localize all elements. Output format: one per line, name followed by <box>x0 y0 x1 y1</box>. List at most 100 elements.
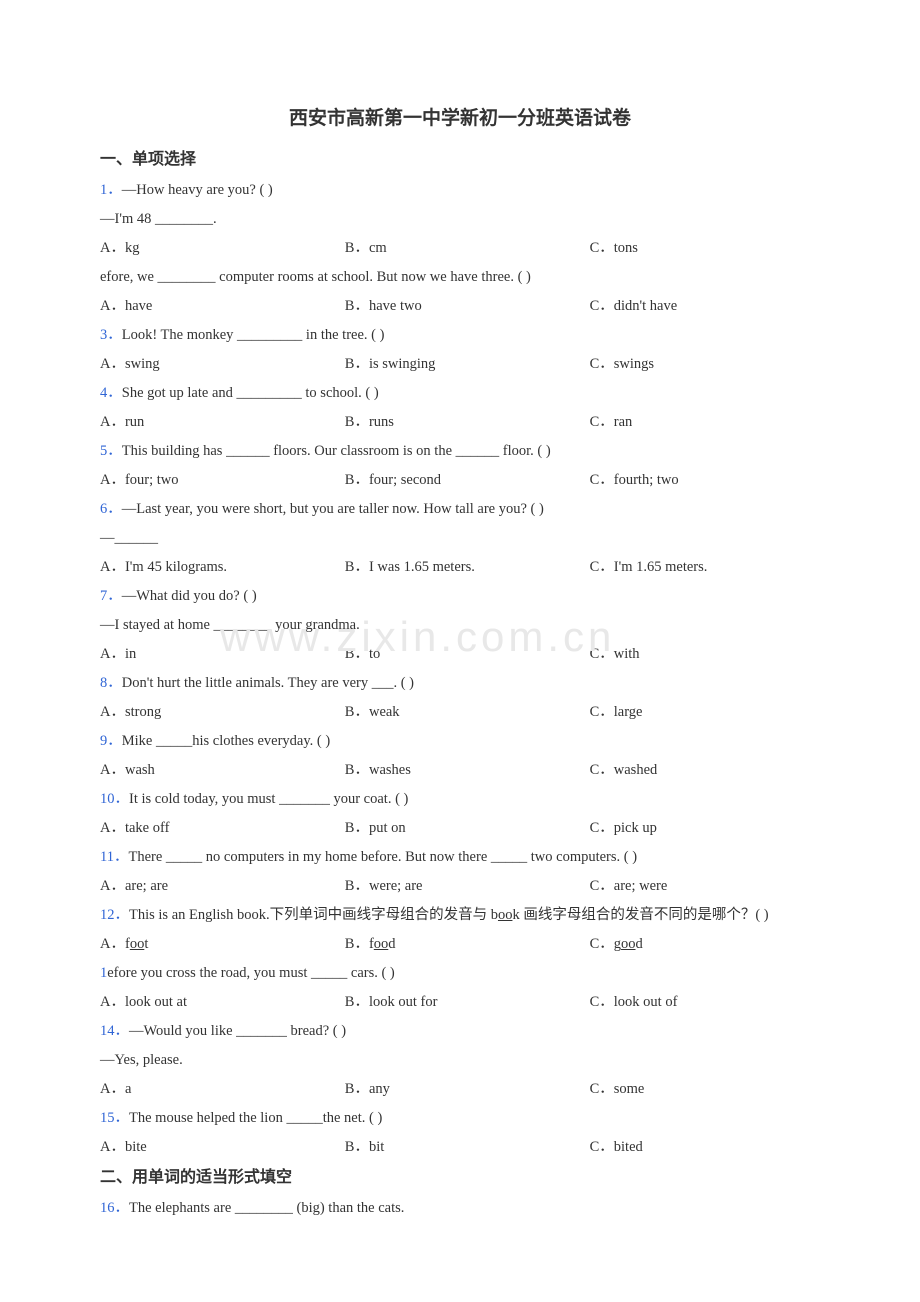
q3-options: A．swing B．is swinging C．swings <box>100 350 820 379</box>
q11-opt-c: C．are; were <box>590 872 820 901</box>
q16-line: 16．The elephants are ________ (big) than… <box>100 1194 820 1223</box>
q5-opt-c: C．fourth; two <box>590 466 820 495</box>
q3-opt-b: B．is swinging <box>345 350 590 379</box>
q2-opt-c: C．didn't have <box>590 292 820 321</box>
q4-opt-c: C．ran <box>590 408 820 437</box>
q8-text: Don't hurt the little animals. They are … <box>122 675 414 691</box>
q6-opt-c: C．I'm 1.65 meters. <box>590 553 820 582</box>
q9-opt-b: B．washes <box>345 756 590 785</box>
q15-opt-b: B．bit <box>345 1133 590 1162</box>
q8-opt-b: B．weak <box>345 698 590 727</box>
q11-opt-a: A．are; are <box>100 872 345 901</box>
q3-opt-c: C．swings <box>590 350 820 379</box>
q10-opt-a: A．take off <box>100 814 345 843</box>
q7-line2: —I stayed at home ________ your grandma. <box>100 611 820 640</box>
q5-text: This building has ______ floors. Our cla… <box>122 443 551 459</box>
q1-line1: 1．—How heavy are you? ( ) <box>100 176 820 205</box>
q1-options: A．kg B．cm C．tons <box>100 234 820 263</box>
q14-options: A．a B．any C．some <box>100 1075 820 1104</box>
q1-opt-c: C．tons <box>590 234 820 263</box>
q3-text: Look! The monkey _________ in the tree. … <box>122 327 385 343</box>
q14-text: —Would you like _______ bread? ( ) <box>129 1023 346 1039</box>
q6-opt-b: B．I was 1.65 meters. <box>345 553 590 582</box>
q13-opt-b: B．look out for <box>345 988 590 1017</box>
q14-opt-b: B．any <box>345 1075 590 1104</box>
q5-num: 5． <box>100 443 122 459</box>
q3-num: 3． <box>100 327 122 343</box>
q14-line2: —Yes, please. <box>100 1046 820 1075</box>
q11-options: A．are; are B．were; are C．are; were <box>100 872 820 901</box>
q2-options: A．have B．have two C．didn't have <box>100 292 820 321</box>
q1-line2: —I'm 48 ________. <box>100 205 820 234</box>
q14-opt-c: C．some <box>590 1075 820 1104</box>
q1-opt-b: B．cm <box>345 234 590 263</box>
q10-options: A．take off B．put on C．pick up <box>100 814 820 843</box>
q8-opt-c: C．large <box>590 698 820 727</box>
q7-line1: 7．—What did you do? ( ) <box>100 582 820 611</box>
q3-line: 3．Look! The monkey _________ in the tree… <box>100 321 820 350</box>
q12-line: 12．This is an English book.下列单词中画线字母组合的发… <box>100 901 820 930</box>
q13-line: 1efore you cross the road, you must ____… <box>100 959 820 988</box>
q5-opt-b: B．four; second <box>345 466 590 495</box>
q1-text: —How heavy are you? ( ) <box>122 182 273 198</box>
q12-pre: This is an English book.下列单词中画线字母组合的发音与 … <box>129 907 498 923</box>
q13-opt-a: A．look out at <box>100 988 345 1017</box>
q1-opt-a: A．kg <box>100 234 345 263</box>
q4-opt-a: A．run <box>100 408 345 437</box>
q9-opt-c: C．washed <box>590 756 820 785</box>
q6-opt-a: A．I'm 45 kilograms. <box>100 553 345 582</box>
q11-text: There _____ no computers in my home befo… <box>128 849 637 865</box>
q10-line: 10．It is cold today, you must _______ yo… <box>100 785 820 814</box>
q6-options: A．I'm 45 kilograms. B．I was 1.65 meters.… <box>100 553 820 582</box>
q16-text: The elephants are ________ (big) than th… <box>129 1200 404 1216</box>
q15-opt-c: C．bited <box>590 1133 820 1162</box>
q16-num: 16． <box>100 1200 129 1216</box>
q15-num: 15． <box>100 1110 129 1126</box>
q8-opt-a: A．strong <box>100 698 345 727</box>
q2-text: efore, we ________ computer rooms at sch… <box>100 269 531 285</box>
q13-opt-c: C．look out of <box>590 988 820 1017</box>
section-2-heading: 二、用单词的适当形式填空 <box>100 1162 820 1194</box>
q4-line: 4．She got up late and _________ to schoo… <box>100 379 820 408</box>
q3-opt-a: A．swing <box>100 350 345 379</box>
q15-opt-a: A．bite <box>100 1133 345 1162</box>
q4-num: 4． <box>100 385 122 401</box>
q9-options: A．wash B．washes C．washed <box>100 756 820 785</box>
q5-options: A．four; two B．four; second C．fourth; two <box>100 466 820 495</box>
q14-line1: 14．—Would you like _______ bread? ( ) <box>100 1017 820 1046</box>
q1-num: 1． <box>100 182 122 198</box>
q13-options: A．look out at B．look out for C．look out … <box>100 988 820 1017</box>
q4-opt-b: B．runs <box>345 408 590 437</box>
q7-text: —What did you do? ( ) <box>122 588 257 604</box>
q6-line1: 6．—Last year, you were short, but you ar… <box>100 495 820 524</box>
q12-num: 12． <box>100 907 129 923</box>
q6-num: 6． <box>100 501 122 517</box>
q9-opt-a: A．wash <box>100 756 345 785</box>
q4-text: She got up late and _________ to school.… <box>122 385 379 401</box>
section-1-heading: 一、单项选择 <box>100 144 820 176</box>
q4-options: A．run B．runs C．ran <box>100 408 820 437</box>
q10-opt-c: C．pick up <box>590 814 820 843</box>
q9-line: 9．Mike _____his clothes everyday. ( ) <box>100 727 820 756</box>
q5-opt-a: A．four; two <box>100 466 345 495</box>
q6-line2: —______ <box>100 524 820 553</box>
q5-line: 5．This building has ______ floors. Our c… <box>100 437 820 466</box>
q10-opt-b: B．put on <box>345 814 590 843</box>
q12-opt-c: C．good <box>590 930 820 959</box>
q12-post: k 画线字母组合的发音不同的是哪个？( ) <box>512 907 768 923</box>
q12-opt-a: A．foot <box>100 930 345 959</box>
q2-opt-b: B．have two <box>345 292 590 321</box>
q10-num: 10． <box>100 791 129 807</box>
q6-text: —Last year, you were short, but you are … <box>122 501 544 517</box>
q7-opt-c: C．with <box>590 640 820 669</box>
q12-options: A．foot B．food C．good <box>100 930 820 959</box>
q8-num: 8． <box>100 675 122 691</box>
q15-line: 15．The mouse helped the lion _____the ne… <box>100 1104 820 1133</box>
q11-line: 11．There _____ no computers in my home b… <box>100 843 820 872</box>
q10-text: It is cold today, you must _______ your … <box>129 791 408 807</box>
q14-opt-a: A．a <box>100 1075 345 1104</box>
q15-text: The mouse helped the lion _____the net. … <box>129 1110 382 1126</box>
q8-options: A．strong B．weak C．large <box>100 698 820 727</box>
q9-num: 9． <box>100 733 122 749</box>
q2-line: efore, we ________ computer rooms at sch… <box>100 263 820 292</box>
